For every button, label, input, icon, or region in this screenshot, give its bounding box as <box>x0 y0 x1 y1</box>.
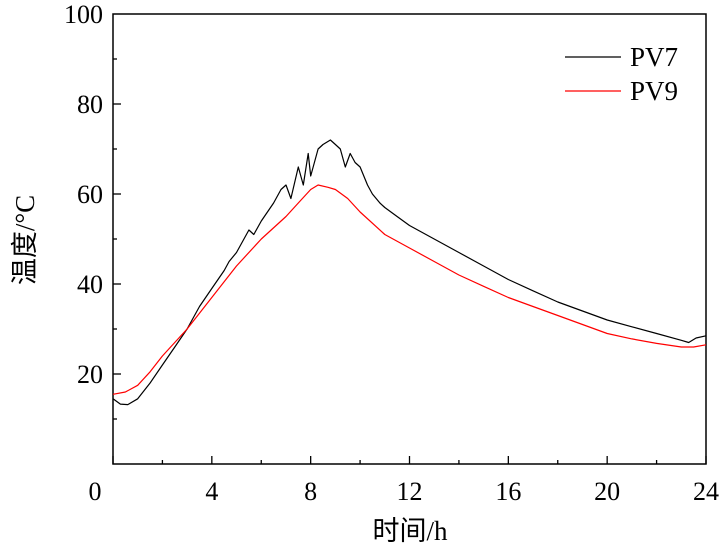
series-line-pv7 <box>112 139 707 406</box>
y-tick-label: 80 <box>77 90 103 119</box>
x-tick-label: 4 <box>205 477 218 506</box>
x-tick-label: 0 <box>89 477 102 506</box>
x-tick-label: 24 <box>693 477 719 506</box>
x-tick-label: 20 <box>594 477 620 506</box>
x-tick-label: 16 <box>495 477 521 506</box>
series-line-pv9 <box>112 184 707 395</box>
plot-frame <box>112 13 707 465</box>
y-tick-label: 20 <box>77 360 103 389</box>
x-tick-label: 12 <box>397 477 423 506</box>
series-group <box>112 139 707 406</box>
x-axis-label: 时间/h <box>372 516 448 546</box>
y-axis-label: 温度/°C <box>10 195 40 285</box>
legend-label-pv7: PV7 <box>630 42 678 72</box>
x-tick-label: 8 <box>304 477 317 506</box>
legend-label-pv9: PV9 <box>630 76 678 106</box>
y-tick-label: 40 <box>77 270 103 299</box>
y-tick-label: 100 <box>64 0 103 29</box>
axes: 0 4 8 12 16 20 24 20 40 60 80 100 <box>64 0 719 506</box>
y-tick-label: 60 <box>77 180 103 209</box>
